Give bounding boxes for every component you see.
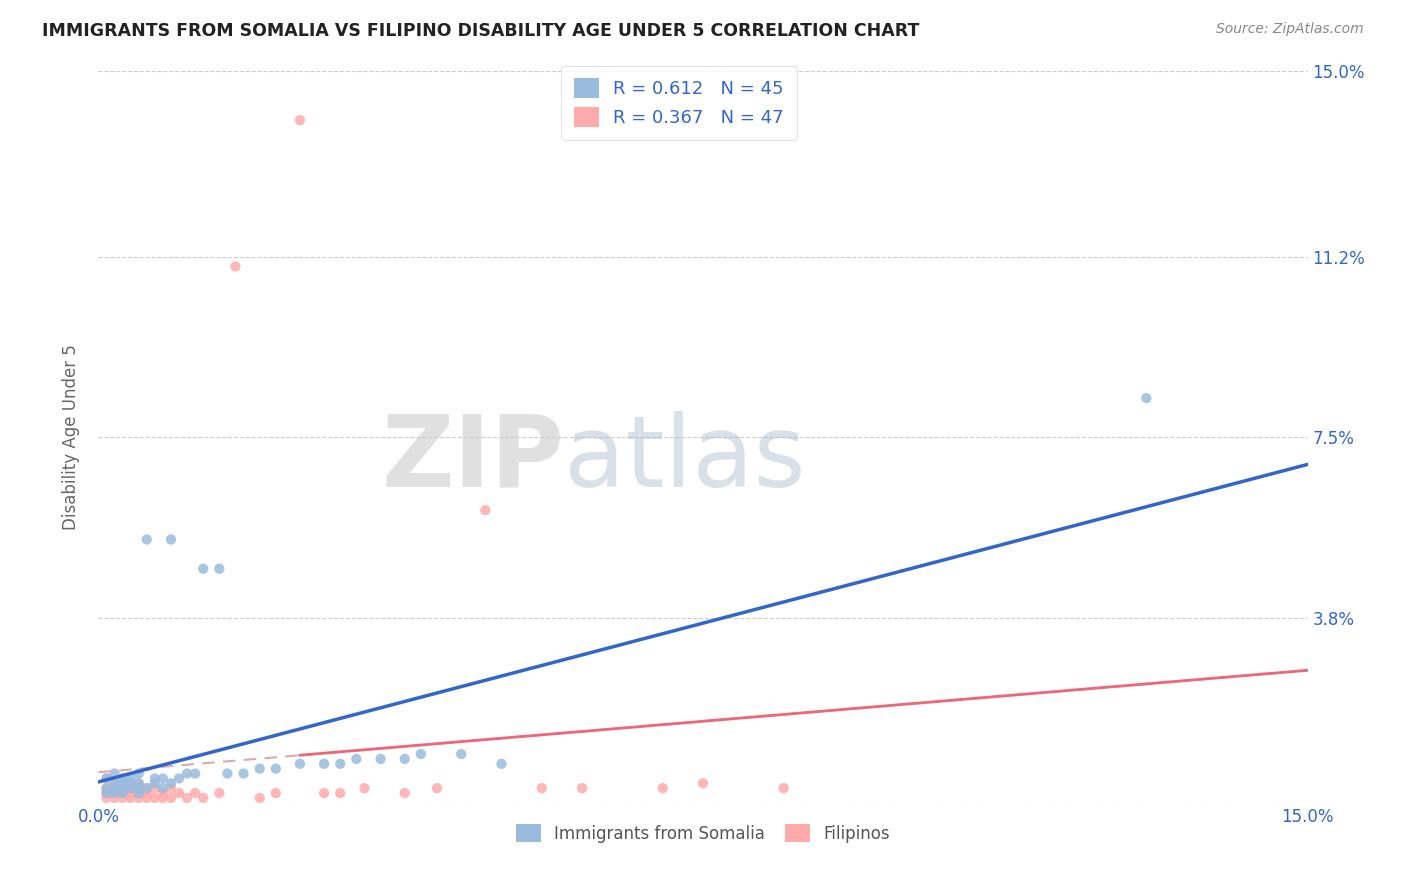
Point <box>111 781 134 796</box>
Point <box>288 113 311 128</box>
Point <box>103 791 125 805</box>
Point <box>120 772 142 786</box>
Point <box>314 786 336 800</box>
Point <box>111 772 134 786</box>
Point <box>409 747 432 761</box>
Point <box>160 533 183 547</box>
Point <box>103 786 125 800</box>
Text: atlas: atlas <box>564 410 806 508</box>
Point <box>111 776 134 790</box>
Point <box>288 756 311 771</box>
Point <box>135 791 157 805</box>
Point <box>135 786 157 800</box>
Point <box>450 747 472 761</box>
Legend: Immigrants from Somalia, Filipinos: Immigrants from Somalia, Filipinos <box>509 818 897 849</box>
Point <box>167 786 190 800</box>
Point <box>772 781 794 796</box>
Point <box>1135 391 1157 405</box>
Point <box>394 786 416 800</box>
Point <box>353 781 375 796</box>
Point <box>232 766 254 780</box>
Point <box>176 766 198 780</box>
Point <box>344 752 367 766</box>
Point <box>103 766 125 780</box>
Point <box>571 781 593 796</box>
Point <box>491 756 513 771</box>
Point <box>314 756 336 771</box>
Point <box>193 562 215 576</box>
Point <box>143 791 166 805</box>
Point <box>264 762 287 776</box>
Point <box>128 791 150 805</box>
Point <box>120 791 142 805</box>
Point <box>143 776 166 790</box>
Point <box>111 781 134 796</box>
Point <box>160 781 183 796</box>
Point <box>394 752 416 766</box>
Point <box>96 772 118 786</box>
Point <box>103 781 125 796</box>
Point <box>96 781 118 796</box>
Point <box>329 786 352 800</box>
Point <box>160 791 183 805</box>
Point <box>120 781 142 796</box>
Point <box>135 781 157 796</box>
Point <box>96 781 118 796</box>
Point <box>120 776 142 790</box>
Point <box>135 781 157 796</box>
Text: ZIP: ZIP <box>381 410 564 508</box>
Point <box>111 776 134 790</box>
Point <box>184 786 207 800</box>
Y-axis label: Disability Age Under 5: Disability Age Under 5 <box>62 344 80 530</box>
Point <box>329 756 352 771</box>
Point <box>128 766 150 780</box>
Point <box>474 503 496 517</box>
Point <box>103 776 125 790</box>
Point <box>96 791 118 805</box>
Point <box>96 786 118 800</box>
Point <box>193 791 215 805</box>
Point <box>111 786 134 800</box>
Point <box>120 786 142 800</box>
Point <box>249 791 271 805</box>
Point <box>152 786 174 800</box>
Point <box>143 781 166 796</box>
Point <box>167 772 190 786</box>
Point <box>530 781 553 796</box>
Point <box>692 776 714 790</box>
Point <box>217 766 239 780</box>
Point <box>143 772 166 786</box>
Point <box>103 786 125 800</box>
Point <box>249 762 271 776</box>
Point <box>103 781 125 796</box>
Point <box>96 786 118 800</box>
Point <box>128 786 150 800</box>
Point <box>128 776 150 790</box>
Point <box>135 533 157 547</box>
Point <box>111 791 134 805</box>
Point <box>208 562 231 576</box>
Point <box>152 781 174 796</box>
Point <box>264 786 287 800</box>
Point <box>111 786 134 800</box>
Point <box>128 776 150 790</box>
Point <box>152 791 174 805</box>
Point <box>176 791 198 805</box>
Text: Source: ZipAtlas.com: Source: ZipAtlas.com <box>1216 22 1364 37</box>
Point <box>103 776 125 790</box>
Point <box>120 781 142 796</box>
Point <box>152 772 174 786</box>
Point <box>96 772 118 786</box>
Point <box>370 752 392 766</box>
Point <box>184 766 207 780</box>
Point <box>208 786 231 800</box>
Text: IMMIGRANTS FROM SOMALIA VS FILIPINO DISABILITY AGE UNDER 5 CORRELATION CHART: IMMIGRANTS FROM SOMALIA VS FILIPINO DISA… <box>42 22 920 40</box>
Point <box>426 781 449 796</box>
Point <box>160 776 183 790</box>
Point <box>651 781 673 796</box>
Point <box>128 781 150 796</box>
Point <box>224 260 246 274</box>
Point <box>128 786 150 800</box>
